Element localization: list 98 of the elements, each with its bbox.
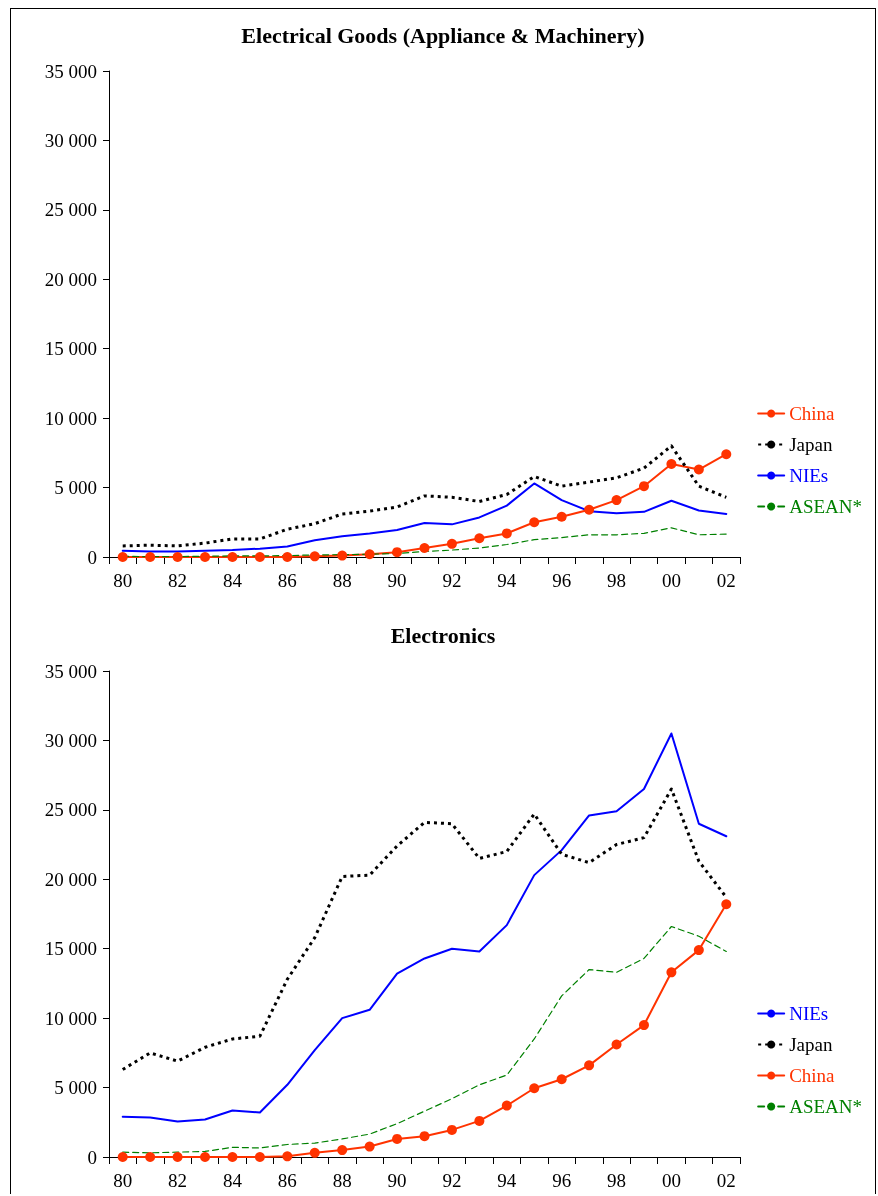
y-tick-label: 5 000 xyxy=(54,1077,97,1099)
line-series xyxy=(121,444,728,548)
point xyxy=(721,899,732,910)
point xyxy=(200,552,211,562)
point xyxy=(474,533,485,544)
chart-title: Electronics xyxy=(390,622,496,648)
y-tick-label: 20 000 xyxy=(44,268,97,290)
point xyxy=(693,945,704,956)
x-tick-label: 84 xyxy=(222,570,243,591)
point xyxy=(529,1083,540,1094)
point xyxy=(309,1147,320,1158)
legend-label: Japan xyxy=(789,434,833,455)
point xyxy=(666,967,677,978)
legend-label: NIEs xyxy=(789,1003,829,1024)
point xyxy=(419,1131,430,1142)
x-tick-label: 98 xyxy=(607,1170,627,1191)
x-tick-label: 92 xyxy=(442,570,462,591)
point xyxy=(501,528,512,539)
y-tick-label: 35 000 xyxy=(44,660,97,682)
point xyxy=(309,551,320,562)
point xyxy=(721,449,732,460)
point xyxy=(172,1152,183,1162)
x-tick-label: 94 xyxy=(497,1170,517,1191)
point xyxy=(611,1039,622,1050)
x-tick-label: 80 xyxy=(113,1170,133,1191)
point xyxy=(693,464,704,475)
point xyxy=(556,511,567,522)
point xyxy=(584,504,595,515)
legend-label: Japan xyxy=(789,1034,833,1055)
point xyxy=(282,1151,293,1162)
y-tick-label: 35 000 xyxy=(44,60,97,82)
legend-label: China xyxy=(789,403,836,424)
x-tick-label: 02 xyxy=(716,1170,736,1191)
x-tick-label: 88 xyxy=(332,1170,352,1191)
point xyxy=(227,552,238,562)
x-tick-label: 96 xyxy=(552,570,572,591)
chart-title: Electrical Goods (Appliance & Machinery) xyxy=(241,22,645,48)
x-tick-label: 86 xyxy=(277,570,297,591)
legend-label: NIEs xyxy=(789,465,829,486)
point xyxy=(666,458,677,469)
point xyxy=(638,1020,649,1031)
point xyxy=(392,1133,403,1144)
y-tick-label: 0 xyxy=(87,546,97,568)
point xyxy=(200,1152,211,1162)
y-tick-label: 30 000 xyxy=(44,129,97,151)
point xyxy=(337,1145,348,1156)
x-tick-label: 90 xyxy=(387,1170,407,1191)
y-tick-label: 10 000 xyxy=(44,1007,97,1029)
y-tick-label: 20 000 xyxy=(44,868,97,890)
point xyxy=(282,552,293,562)
y-tick-label: 0 xyxy=(87,1146,97,1168)
legend-label: ASEAN* xyxy=(789,496,863,517)
point xyxy=(638,481,649,492)
point xyxy=(145,552,156,562)
y-tick-label: 10 000 xyxy=(44,407,97,429)
point xyxy=(556,1074,567,1085)
point xyxy=(611,495,622,506)
point xyxy=(584,1060,595,1071)
x-tick-label: 92 xyxy=(442,1170,462,1191)
y-tick-label: 25 000 xyxy=(44,799,97,821)
legend-label: ASEAN* xyxy=(789,1096,863,1117)
point xyxy=(172,552,183,562)
y-tick-label: 15 000 xyxy=(44,338,97,360)
point xyxy=(117,552,128,562)
x-tick-label: 90 xyxy=(387,570,407,591)
x-tick-label: 82 xyxy=(168,570,188,591)
point xyxy=(337,550,348,561)
point xyxy=(364,1141,375,1152)
x-tick-label: 88 xyxy=(332,570,352,591)
y-tick-label: 5 000 xyxy=(54,477,97,499)
x-tick-label: 02 xyxy=(716,570,736,591)
point xyxy=(446,538,457,549)
point xyxy=(227,1152,238,1162)
line-series xyxy=(121,732,728,1123)
point xyxy=(474,1115,485,1126)
point xyxy=(392,547,403,558)
x-tick-label: 82 xyxy=(168,1170,188,1191)
y-tick-label: 25 000 xyxy=(44,199,97,221)
point xyxy=(254,1152,265,1162)
x-tick-label: 98 xyxy=(607,570,627,591)
x-tick-label: 86 xyxy=(277,1170,297,1191)
x-tick-label: 00 xyxy=(661,570,681,591)
point xyxy=(117,1152,128,1162)
x-tick-label: 80 xyxy=(113,570,133,591)
x-tick-label: 94 xyxy=(497,570,517,591)
y-tick-label: 30 000 xyxy=(44,729,97,751)
point xyxy=(364,549,375,560)
legend-label: China xyxy=(789,1065,836,1086)
point xyxy=(419,542,430,553)
point xyxy=(501,1100,512,1111)
point xyxy=(145,1152,156,1162)
y-tick-label: 15 000 xyxy=(44,938,97,960)
x-tick-label: 96 xyxy=(552,1170,572,1191)
x-tick-label: 84 xyxy=(222,1170,243,1191)
x-tick-label: 00 xyxy=(661,1170,681,1191)
point xyxy=(529,517,540,528)
point xyxy=(446,1124,457,1135)
point xyxy=(254,552,265,562)
